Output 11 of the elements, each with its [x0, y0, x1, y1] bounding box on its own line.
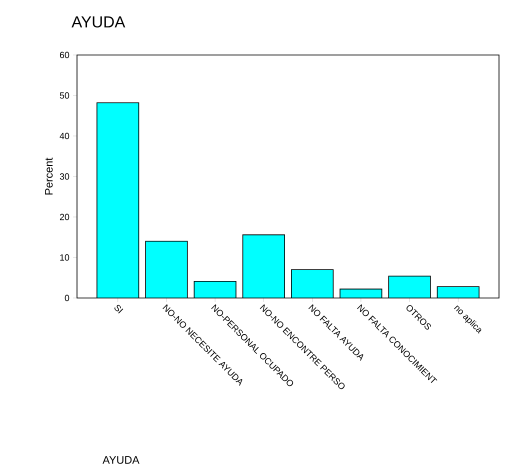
y-tick-label: 20 — [60, 214, 70, 220]
y-tick-label: 10 — [60, 254, 70, 261]
y-tick-label: 30 — [60, 173, 70, 180]
y-tick-label: 50 — [60, 92, 70, 99]
y-axis-title: Percent — [45, 158, 53, 194]
x-tick-label: SI — [114, 304, 124, 314]
y-tick-label: 60 — [60, 52, 70, 58]
chart-title: AYUDA — [72, 16, 126, 28]
y-tick-label: 40 — [60, 132, 70, 140]
text: AYUDA — [102, 456, 140, 464]
y-tick-label: 0 — [64, 294, 70, 302]
